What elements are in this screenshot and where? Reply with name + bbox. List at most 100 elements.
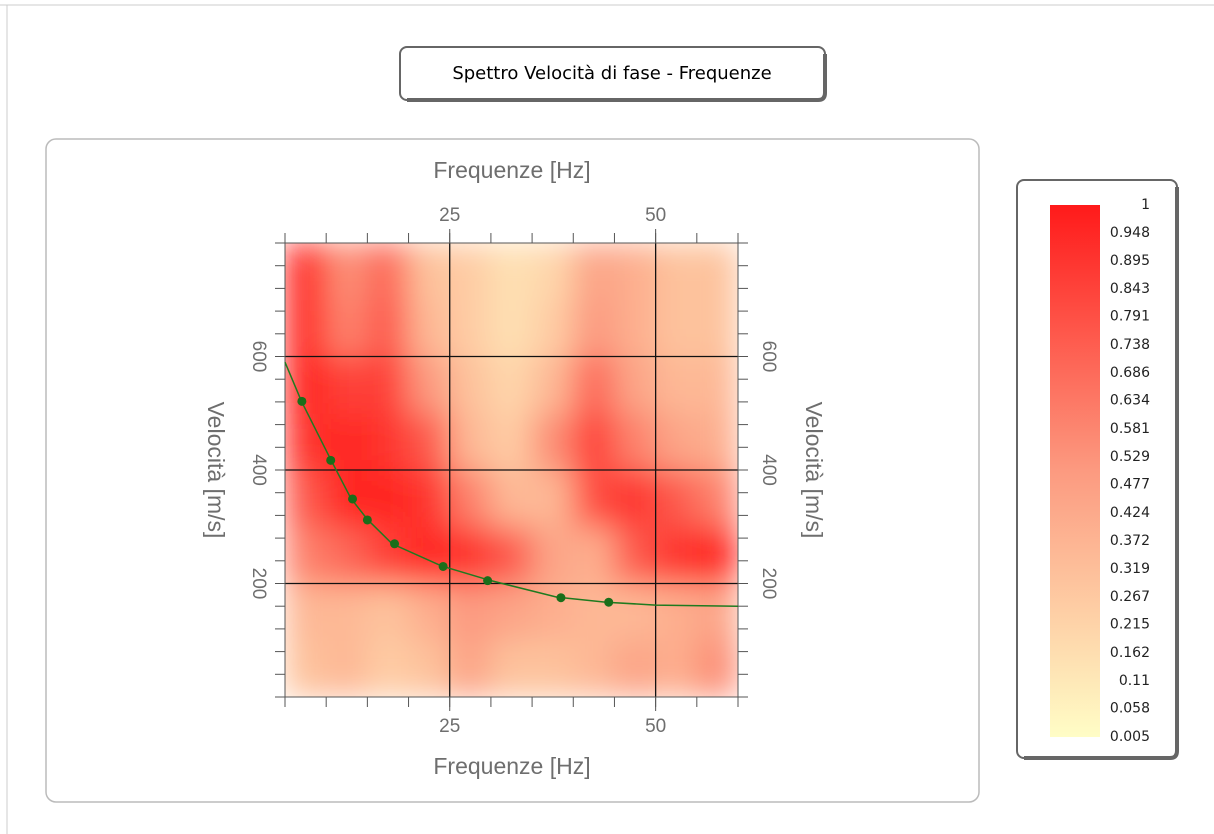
heat-cell bbox=[696, 469, 738, 528]
heatmap bbox=[285, 243, 738, 697]
heat-cell bbox=[408, 412, 451, 471]
heat-cell bbox=[408, 356, 451, 414]
heat-cell bbox=[613, 583, 657, 641]
colorbar-label: 1 bbox=[1141, 197, 1150, 213]
y-tick-label-right: 600 bbox=[758, 341, 779, 373]
heat-cell bbox=[531, 243, 574, 301]
heat-cell bbox=[572, 526, 615, 584]
colorbar-label: 0.791 bbox=[1110, 309, 1150, 325]
heat-cell bbox=[449, 583, 492, 641]
heat-cell bbox=[655, 526, 698, 584]
colorbar-label: 0.11 bbox=[1119, 673, 1150, 689]
pick-point bbox=[604, 597, 614, 607]
heat-cell bbox=[531, 412, 574, 471]
heat-cell bbox=[449, 526, 492, 584]
heat-cell bbox=[490, 639, 533, 697]
heat-cell bbox=[408, 243, 451, 301]
colorbar-label: 0.738 bbox=[1110, 337, 1150, 353]
colorbar-label: 0.477 bbox=[1110, 477, 1150, 493]
heat-cell bbox=[531, 469, 574, 528]
heat-cell bbox=[285, 526, 327, 584]
heat-cell bbox=[449, 243, 492, 301]
heat-cell bbox=[490, 243, 533, 301]
heat-cell bbox=[366, 526, 410, 584]
heat-cell bbox=[449, 356, 492, 414]
heat-cell bbox=[285, 299, 327, 357]
heat-cell bbox=[285, 412, 327, 471]
heat-cell bbox=[613, 469, 657, 528]
heat-cell bbox=[408, 469, 451, 528]
colorbar-label: 0.581 bbox=[1110, 421, 1150, 437]
heat-cell bbox=[366, 356, 410, 414]
heat-cell bbox=[449, 412, 492, 471]
heat-cell bbox=[655, 243, 698, 301]
heat-cell bbox=[285, 639, 327, 697]
heat-cell bbox=[285, 583, 327, 641]
heat-cell bbox=[490, 299, 533, 357]
y-tick-label: 200 bbox=[248, 568, 269, 600]
x-tick-label: 50 bbox=[645, 716, 666, 737]
heat-cell bbox=[366, 412, 410, 471]
heat-cell bbox=[285, 356, 327, 414]
pick-point bbox=[438, 561, 448, 571]
heat-cell bbox=[325, 356, 368, 414]
heat-cell bbox=[572, 639, 615, 697]
heat-cell bbox=[613, 243, 657, 301]
colorbar-label: 0.895 bbox=[1110, 253, 1150, 269]
title-box-shadow bbox=[407, 54, 827, 102]
heat-cell bbox=[490, 412, 533, 471]
heat-cell bbox=[655, 639, 698, 697]
legend-box-shadow bbox=[1024, 187, 1179, 760]
heat-cell bbox=[325, 299, 368, 357]
heat-cell bbox=[696, 526, 738, 584]
heat-cell bbox=[325, 639, 368, 697]
heat-cell bbox=[572, 356, 615, 414]
heat-cell bbox=[655, 583, 698, 641]
heat-cell bbox=[531, 299, 574, 357]
colorbar-label: 0.529 bbox=[1110, 449, 1150, 465]
heat-cell bbox=[366, 639, 410, 697]
heat-cell bbox=[655, 412, 698, 471]
heat-cell bbox=[408, 639, 451, 697]
heat-cell bbox=[325, 469, 368, 528]
heat-cell bbox=[696, 299, 738, 357]
heat-cell bbox=[366, 469, 410, 528]
pick-point bbox=[483, 576, 493, 586]
y-tick-label: 600 bbox=[248, 341, 269, 373]
y-tick-label-right: 200 bbox=[758, 568, 779, 600]
heat-cell bbox=[531, 526, 574, 584]
colorbar-label: 0.686 bbox=[1110, 365, 1150, 381]
pick-point bbox=[326, 455, 336, 465]
colorbar-label: 0.162 bbox=[1110, 645, 1150, 661]
heat-cell bbox=[366, 243, 410, 301]
heat-cell bbox=[572, 469, 615, 528]
heat-cell bbox=[366, 299, 410, 357]
heat-cell bbox=[613, 639, 657, 697]
heat-cell bbox=[613, 412, 657, 471]
heat-cell bbox=[366, 583, 410, 641]
heat-cell bbox=[449, 299, 492, 357]
heat-cell bbox=[408, 583, 451, 641]
heat-cell bbox=[655, 356, 698, 414]
heat-cell bbox=[325, 526, 368, 584]
pick-point bbox=[556, 593, 566, 603]
heatmap-cells bbox=[285, 243, 738, 697]
pick-point bbox=[362, 515, 372, 525]
pick-point bbox=[390, 539, 400, 549]
heat-cell bbox=[408, 299, 451, 357]
x-tick-label: 25 bbox=[439, 716, 460, 737]
heat-cell bbox=[285, 243, 327, 301]
heat-cell bbox=[613, 526, 657, 584]
y-tick-label-right: 400 bbox=[758, 454, 779, 486]
colorbar-label: 0.634 bbox=[1110, 393, 1150, 409]
colorbar-label: 0.319 bbox=[1110, 561, 1150, 577]
colorbar-label: 0.372 bbox=[1110, 533, 1150, 549]
heat-cell bbox=[490, 469, 533, 528]
colorbar-label: 0.948 bbox=[1110, 225, 1150, 241]
heat-cell bbox=[285, 469, 327, 528]
colorbar bbox=[1050, 205, 1100, 737]
heat-cell bbox=[696, 412, 738, 471]
fit-curve bbox=[284, 361, 739, 607]
heat-cell bbox=[696, 583, 738, 641]
